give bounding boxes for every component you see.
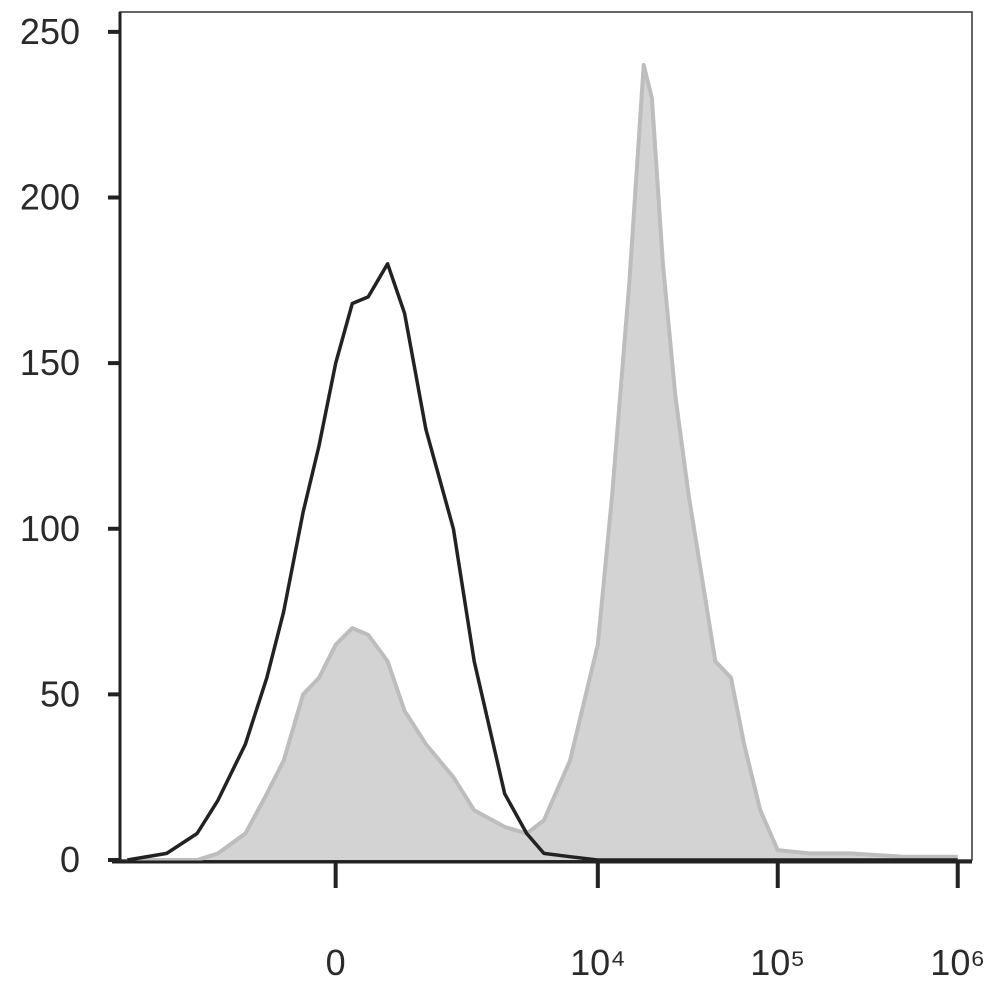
- x-tick-label: 10⁵: [750, 942, 805, 983]
- histogram-line: [127, 63, 958, 862]
- histogram-fill: [127, 65, 958, 860]
- y-tick-label: 100: [20, 508, 80, 549]
- y-tick-label: 150: [20, 342, 80, 383]
- y-tick-label: 50: [40, 673, 80, 714]
- y-tick-label: 200: [20, 177, 80, 218]
- y-tick-label: 0: [60, 839, 80, 880]
- x-tick-label: 0: [326, 942, 346, 983]
- plot-area: [127, 63, 958, 862]
- y-tick-label: 250: [20, 11, 80, 52]
- x-tick-label: 10⁶: [930, 942, 985, 983]
- histogram-line: [127, 262, 958, 862]
- x-tick-label: 10⁴: [570, 942, 626, 983]
